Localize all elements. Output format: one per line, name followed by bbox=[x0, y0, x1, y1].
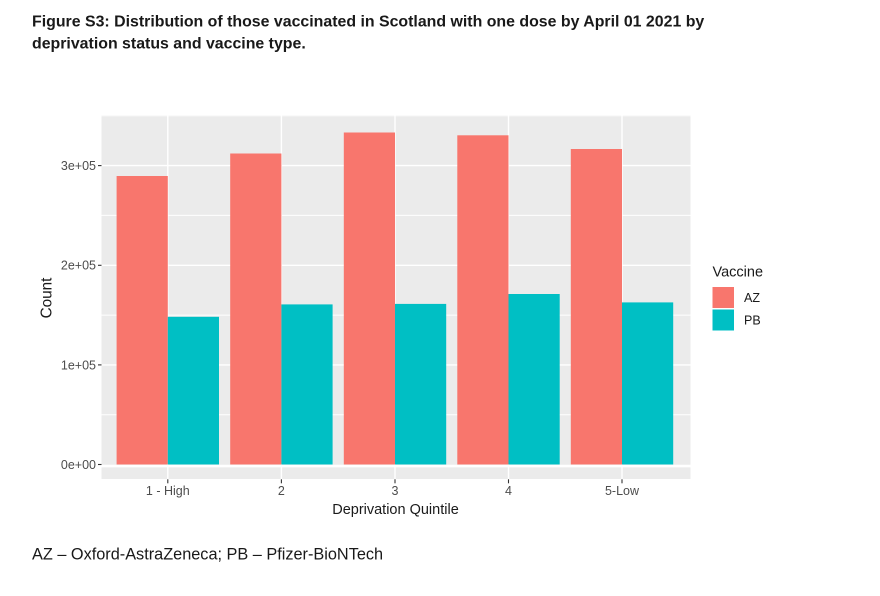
svg-text:5-Low: 5-Low bbox=[605, 484, 640, 498]
svg-text:1 - High: 1 - High bbox=[146, 484, 190, 498]
svg-text:Vaccine: Vaccine bbox=[713, 264, 764, 280]
svg-text:2e+05: 2e+05 bbox=[61, 259, 96, 273]
svg-text:deprivation status and vaccine: deprivation status and vaccine type. bbox=[32, 36, 306, 53]
svg-text:4: 4 bbox=[505, 484, 512, 498]
svg-text:AZ: AZ bbox=[744, 291, 760, 305]
svg-text:Count: Count bbox=[39, 277, 56, 319]
svg-text:AZ – Oxford-AstraZeneca; PB –: AZ – Oxford-AstraZeneca; PB – Pfizer-Bio… bbox=[32, 545, 383, 563]
svg-text:3: 3 bbox=[392, 484, 399, 498]
svg-text:1e+05: 1e+05 bbox=[61, 358, 96, 372]
svg-text:Figure S3: Distribution of tho: Figure S3: Distribution of those vaccina… bbox=[32, 14, 704, 31]
svg-text:2: 2 bbox=[278, 484, 285, 498]
svg-text:0e+00: 0e+00 bbox=[61, 458, 96, 472]
svg-text:Deprivation Quintile: Deprivation Quintile bbox=[332, 502, 459, 518]
svg-text:PB: PB bbox=[744, 313, 761, 327]
svg-text:3e+05: 3e+05 bbox=[61, 159, 96, 173]
